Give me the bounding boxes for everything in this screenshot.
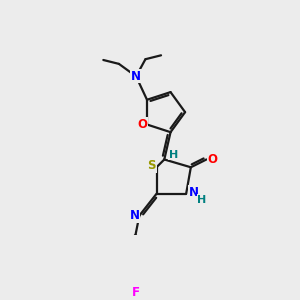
Text: N: N bbox=[130, 209, 140, 222]
Text: O: O bbox=[208, 153, 218, 166]
Text: N: N bbox=[131, 70, 141, 83]
Text: H: H bbox=[169, 150, 178, 160]
Text: S: S bbox=[148, 159, 156, 172]
Text: F: F bbox=[131, 286, 140, 299]
Text: O: O bbox=[137, 118, 147, 131]
Text: H: H bbox=[197, 195, 206, 205]
Text: N: N bbox=[189, 186, 199, 199]
